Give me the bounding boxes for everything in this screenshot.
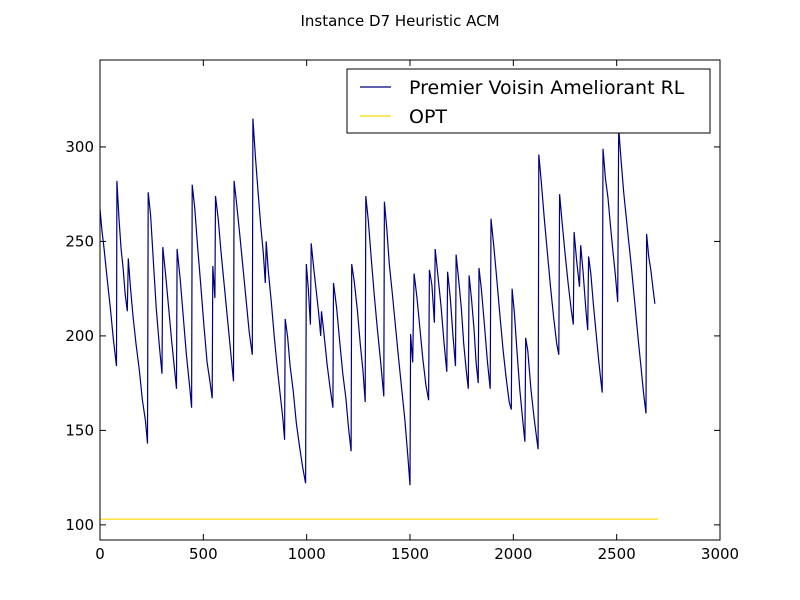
legend-label: Premier Voisin Ameliorant RL <box>409 77 685 99</box>
x-tick-label: 1000 <box>288 545 326 563</box>
x-tick-label: 500 <box>189 545 218 563</box>
y-tick-label: 300 <box>65 138 94 156</box>
legend-label: OPT <box>409 106 447 128</box>
series-line-premier-voisin <box>100 118 656 486</box>
legend: Premier Voisin Ameliorant RL OPT <box>346 68 711 134</box>
x-tick-label: 2500 <box>598 545 636 563</box>
axes: 0 500 1000 1500 2000 2500 3000 100 150 200 250 300 <box>65 59 739 563</box>
y-tick-label: 150 <box>65 421 94 439</box>
y-tick-label: 250 <box>65 232 94 250</box>
x-tick-label: 0 <box>95 545 105 563</box>
x-tick-label: 1500 <box>391 545 429 563</box>
x-tick-label: 3000 <box>701 545 739 563</box>
legend-box <box>346 68 711 134</box>
plot-area <box>100 118 658 520</box>
y-tick-label: 100 <box>65 516 94 534</box>
x-tick-label: 2000 <box>494 545 532 563</box>
chart-title: Instance D7 Heuristic ACM <box>300 12 499 30</box>
y-tick-label: 200 <box>65 327 94 345</box>
